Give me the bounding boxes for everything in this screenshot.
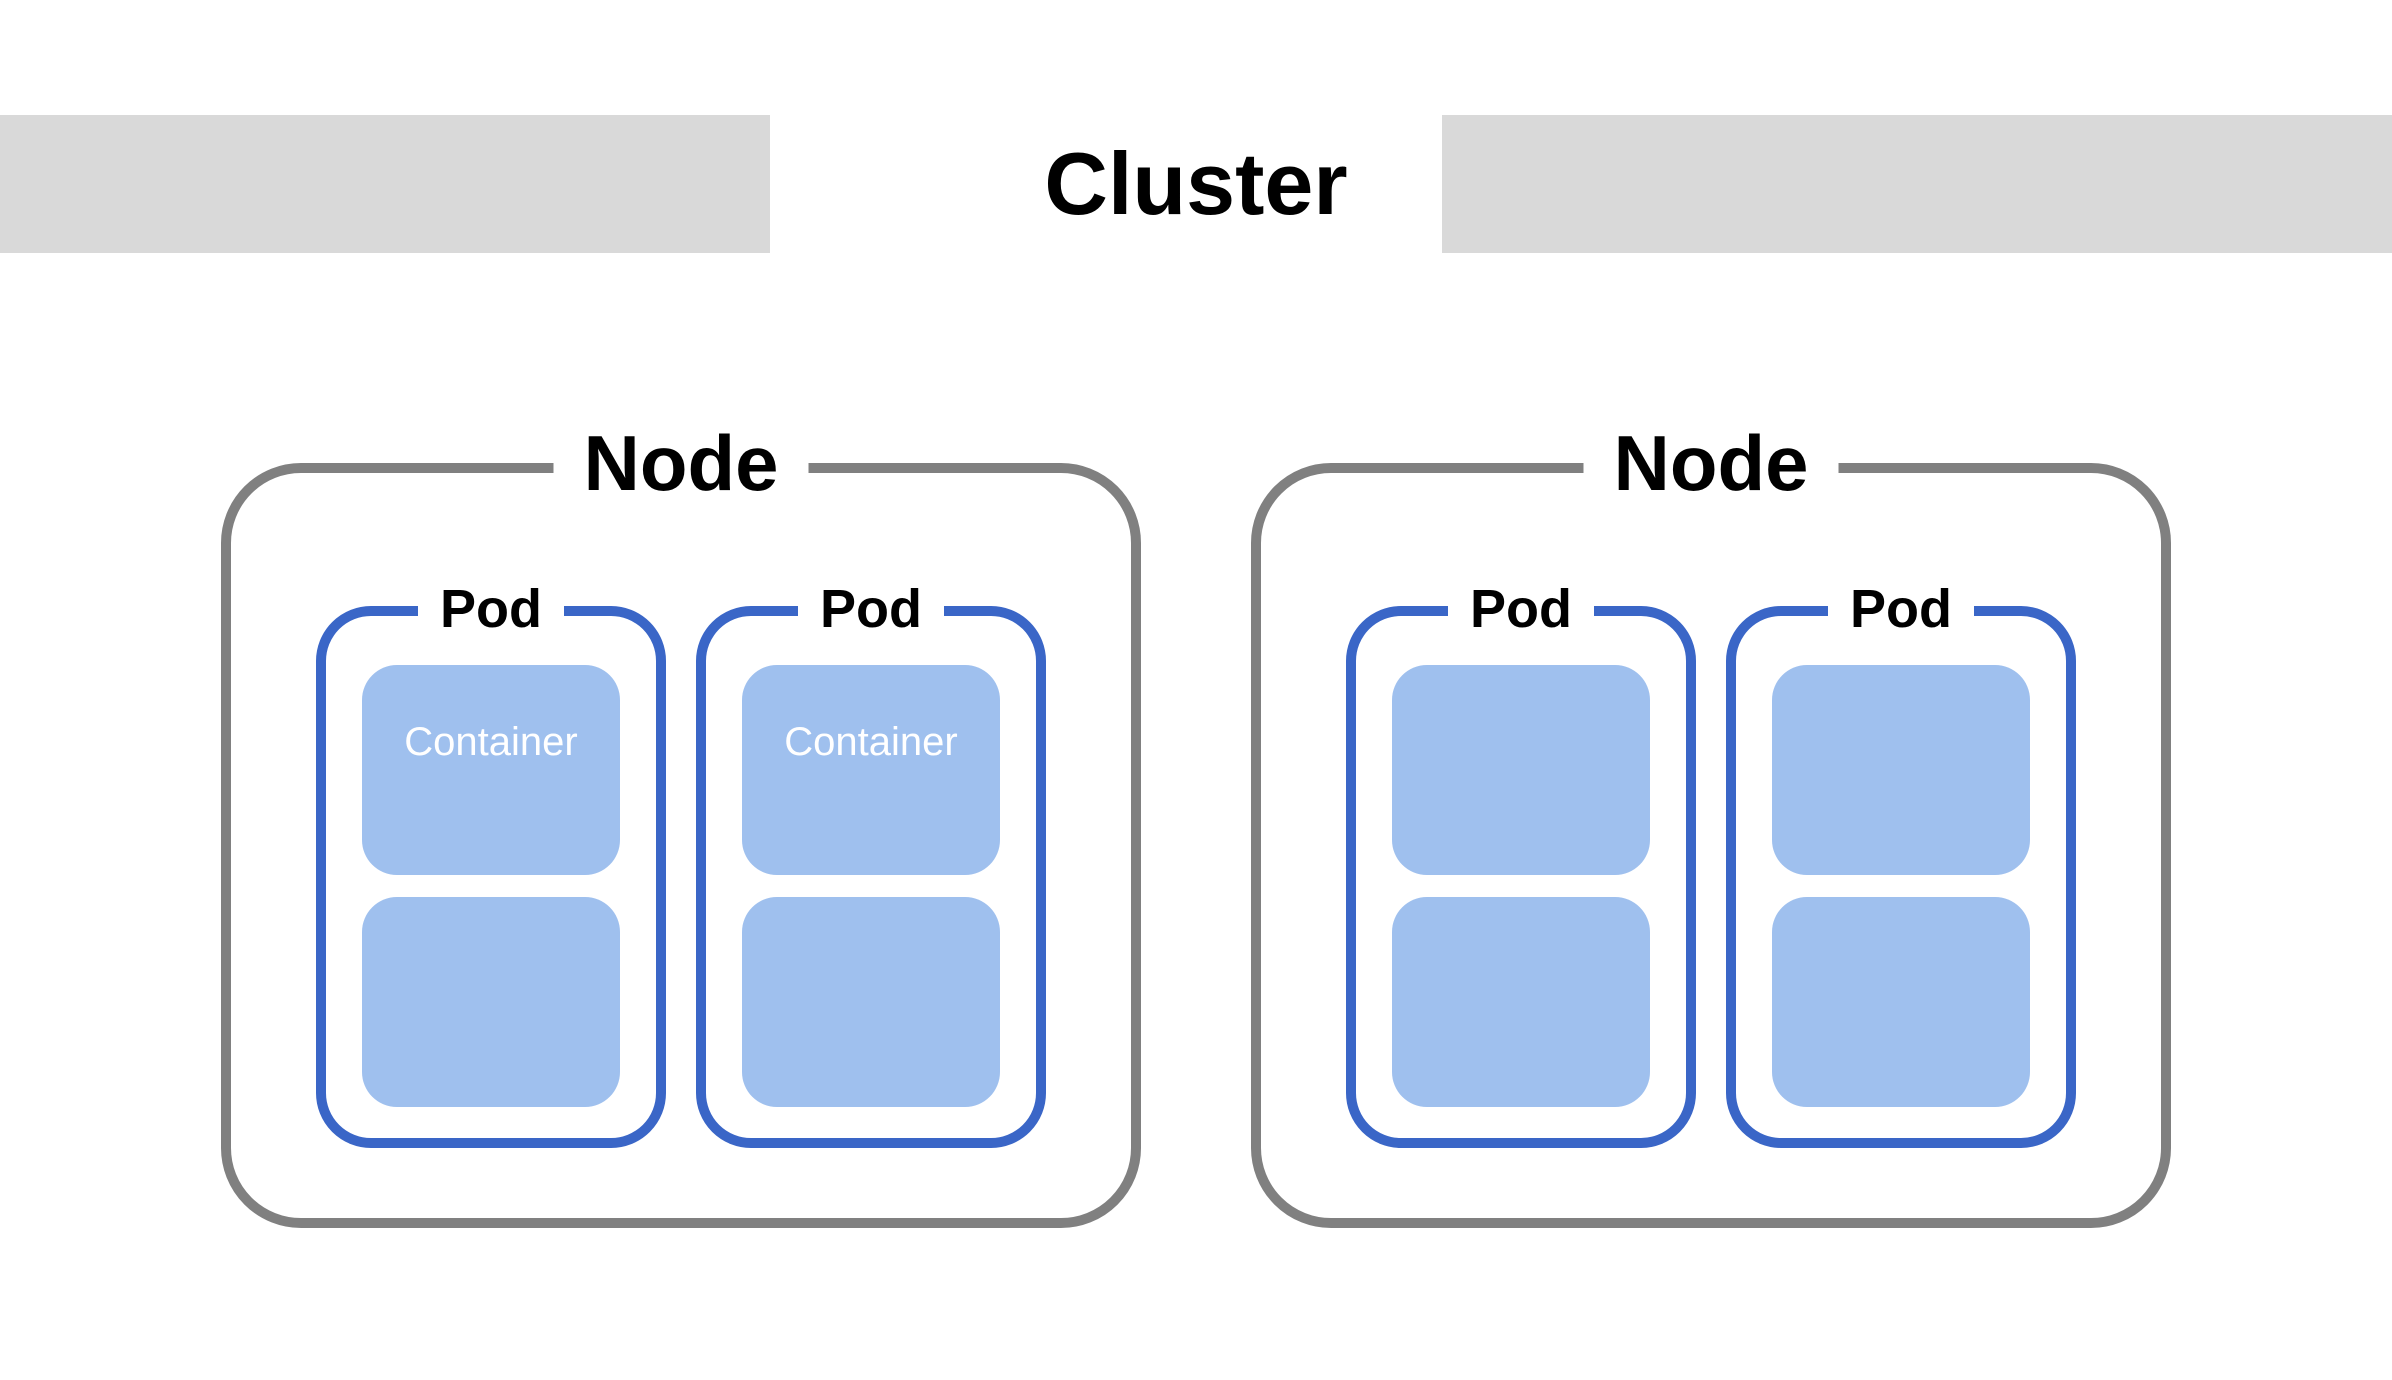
pod-label: Pod <box>798 578 944 640</box>
containers-wrapper: Container <box>696 646 1046 1126</box>
pod-box: Pod <box>1346 578 1696 1148</box>
container-box <box>742 897 1000 1107</box>
pods-wrapper: Pod Container Pod Container <box>221 578 1141 1148</box>
node-box: Node Pod Container Pod <box>221 418 1141 1228</box>
container-label: Container <box>784 720 957 765</box>
pod-box: Pod Container <box>696 578 1046 1148</box>
containers-wrapper: Container <box>316 646 666 1126</box>
node-box: Node Pod Pod <box>1251 418 2171 1228</box>
cluster-header: Cluster <box>0 115 2392 253</box>
container-box: Container <box>742 665 1000 875</box>
container-box <box>1772 665 2030 875</box>
header-bar-left <box>0 115 770 253</box>
pod-box: Pod <box>1726 578 2076 1148</box>
containers-wrapper <box>1726 646 2076 1126</box>
container-label: Container <box>404 720 577 765</box>
pod-label: Pod <box>418 578 564 640</box>
container-box: Container <box>362 665 620 875</box>
cluster-title: Cluster <box>1004 133 1387 235</box>
nodes-wrapper: Node Pod Container Pod <box>0 418 2392 1228</box>
node-label: Node <box>1584 418 1839 509</box>
container-box <box>1772 897 2030 1107</box>
pod-label: Pod <box>1448 578 1594 640</box>
pod-label: Pod <box>1828 578 1974 640</box>
container-box <box>1392 897 1650 1107</box>
container-box <box>362 897 620 1107</box>
pods-wrapper: Pod Pod <box>1251 578 2171 1148</box>
node-label: Node <box>554 418 809 509</box>
container-box <box>1392 665 1650 875</box>
header-bar-right <box>1442 115 2392 253</box>
containers-wrapper <box>1346 646 1696 1126</box>
pod-box: Pod Container <box>316 578 666 1148</box>
